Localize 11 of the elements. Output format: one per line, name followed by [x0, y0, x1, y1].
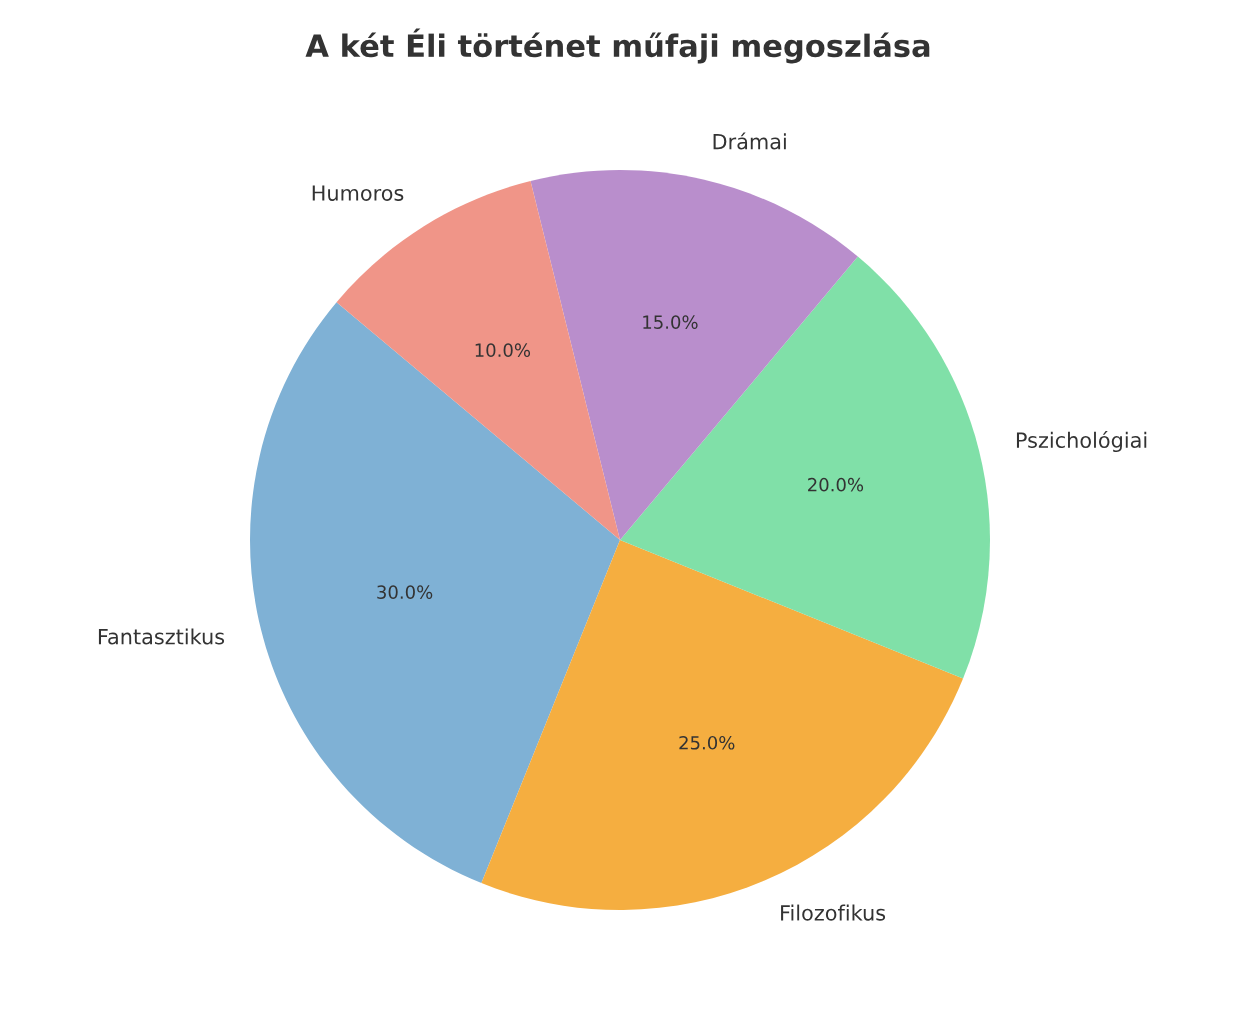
data-label: 30.0%: [377, 585, 433, 599]
slice-label: Drámai: [713, 132, 786, 150]
slice-label: Fantasztikus: [98, 628, 225, 645]
data-label: 25.0%: [679, 735, 735, 750]
slice-label: Pszichológiai: [1016, 431, 1147, 453]
data-label: 20.0%: [808, 477, 864, 492]
data-label: 15.0%: [643, 315, 698, 329]
chart-title: A két Éli történet műfaji megoszlása: [305, 28, 930, 64]
data-label: 10.0%: [475, 343, 531, 357]
slice-label: Filozofikus: [781, 904, 886, 921]
slice-label: Humoros: [312, 185, 404, 201]
